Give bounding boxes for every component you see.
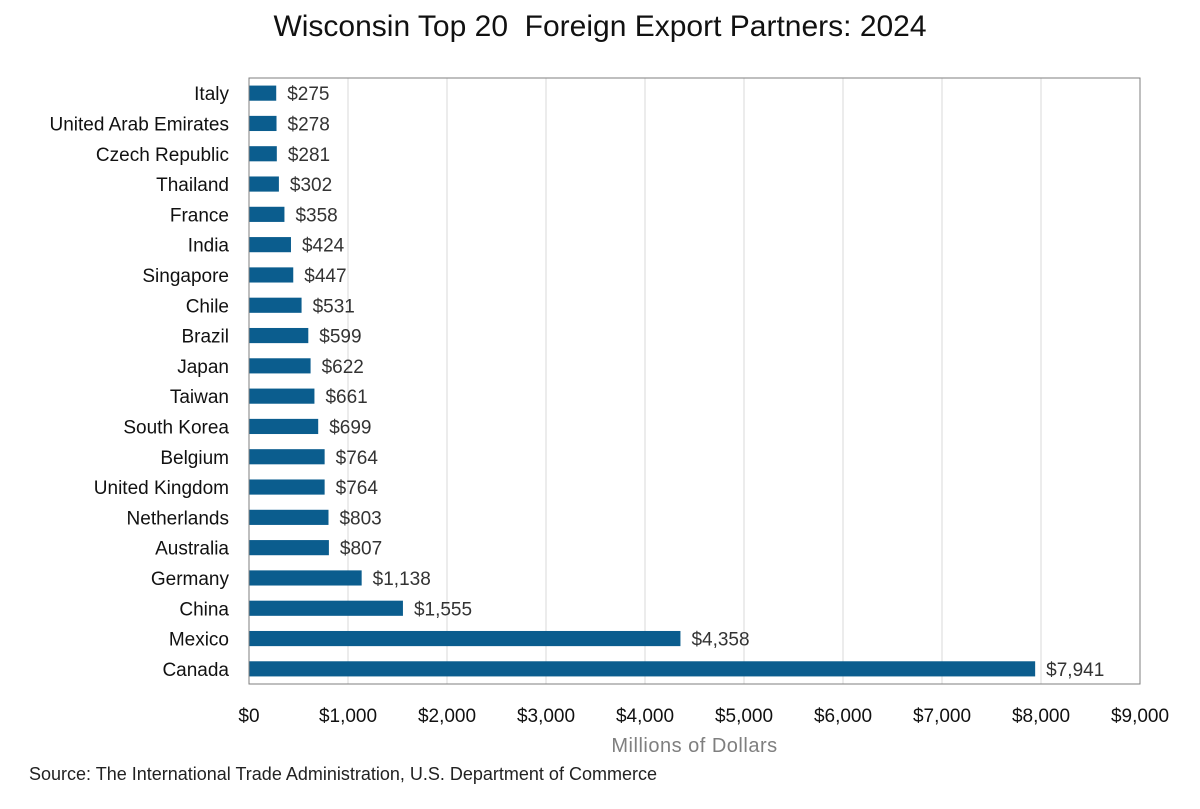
gridlines — [347, 78, 1042, 684]
x-tick-label: $6,000 — [814, 706, 872, 727]
data-label: $807 — [340, 539, 382, 560]
category-label: Australia — [155, 539, 229, 560]
bars — [249, 85, 1036, 677]
bar — [249, 267, 294, 283]
bar — [249, 146, 277, 162]
x-tick-label: $9,000 — [1111, 706, 1169, 727]
bar — [249, 479, 325, 495]
x-tick-label: $8,000 — [1012, 706, 1070, 727]
bar — [249, 297, 302, 313]
x-tick-label: $4,000 — [616, 706, 674, 727]
x-tick-label: $7,000 — [913, 706, 971, 727]
data-label: $424 — [302, 236, 345, 257]
data-label: $699 — [329, 417, 371, 438]
bar — [249, 85, 277, 101]
category-label: Taiwan — [170, 387, 229, 408]
x-axis-tick-labels: $0 $1,000 $2,000 $3,000 $4,000 $5,000 $6,000 $7… — [238, 706, 1169, 727]
category-label: France — [170, 205, 229, 226]
bar — [249, 661, 1036, 677]
category-label: Mexico — [169, 630, 229, 651]
data-label: $803 — [339, 508, 381, 529]
data-label: $1,555 — [414, 599, 472, 620]
x-tick-label: $3,000 — [517, 706, 575, 727]
value-labels: $275 $278 $281 $302 $358 $424 $447 $531 $599 $622… — [287, 84, 1104, 681]
bar — [249, 600, 403, 616]
bar — [249, 540, 329, 556]
bar — [249, 630, 681, 647]
x-tick-label: $0 — [238, 706, 259, 727]
bar — [249, 570, 362, 586]
data-label: $7,941 — [1046, 660, 1104, 681]
category-label: United Kingdom — [94, 478, 229, 499]
bar — [249, 176, 279, 192]
category-labels: Italy United Arab Emirates Czech Republic T… — [49, 84, 229, 681]
category-label: Belgium — [160, 448, 229, 469]
data-label: $764 — [336, 478, 379, 499]
category-label: United Arab Emirates — [49, 114, 229, 135]
bar — [249, 206, 285, 222]
data-label: $661 — [325, 387, 367, 408]
bar — [249, 115, 277, 132]
data-label: $278 — [288, 114, 330, 135]
category-label: Italy — [194, 84, 229, 105]
data-label: $1,138 — [373, 569, 431, 590]
category-label: India — [188, 236, 230, 257]
category-label: Netherlands — [127, 508, 229, 529]
bar — [249, 327, 309, 344]
bar — [249, 388, 315, 404]
data-label: $302 — [290, 175, 332, 196]
category-label: China — [179, 599, 229, 620]
category-label: Thailand — [156, 175, 229, 196]
data-label: $764 — [336, 448, 379, 469]
category-label: Germany — [151, 569, 230, 590]
category-label: South Korea — [123, 417, 229, 438]
data-label: $531 — [313, 296, 355, 317]
plot-area-border — [248, 77, 1141, 685]
x-tick-label: $2,000 — [418, 706, 476, 727]
data-label: $447 — [304, 266, 346, 287]
bar — [249, 509, 329, 525]
x-tick-label: $1,000 — [319, 706, 377, 727]
data-label: $622 — [322, 357, 364, 378]
data-label: $275 — [287, 84, 329, 105]
x-tick-label: $5,000 — [715, 706, 773, 727]
bar — [249, 449, 325, 465]
data-label: $358 — [295, 205, 337, 226]
bar — [249, 237, 291, 253]
data-label: $4,358 — [691, 630, 749, 651]
category-label: Japan — [177, 357, 229, 378]
category-label: Czech Republic — [96, 145, 229, 166]
category-label: Chile — [186, 296, 229, 317]
source-note: Source: The International Trade Administ… — [29, 764, 657, 784]
bar — [249, 418, 319, 435]
bar — [249, 358, 311, 374]
x-axis-title: Millions of Dollars — [611, 735, 777, 757]
chart-title: Wisconsin Top 20 Foreign Export Partners… — [273, 10, 927, 43]
category-label: Singapore — [142, 266, 229, 287]
data-label: $599 — [319, 327, 361, 348]
category-label: Canada — [162, 660, 229, 681]
category-label: Brazil — [181, 327, 229, 348]
data-label: $281 — [288, 145, 330, 166]
